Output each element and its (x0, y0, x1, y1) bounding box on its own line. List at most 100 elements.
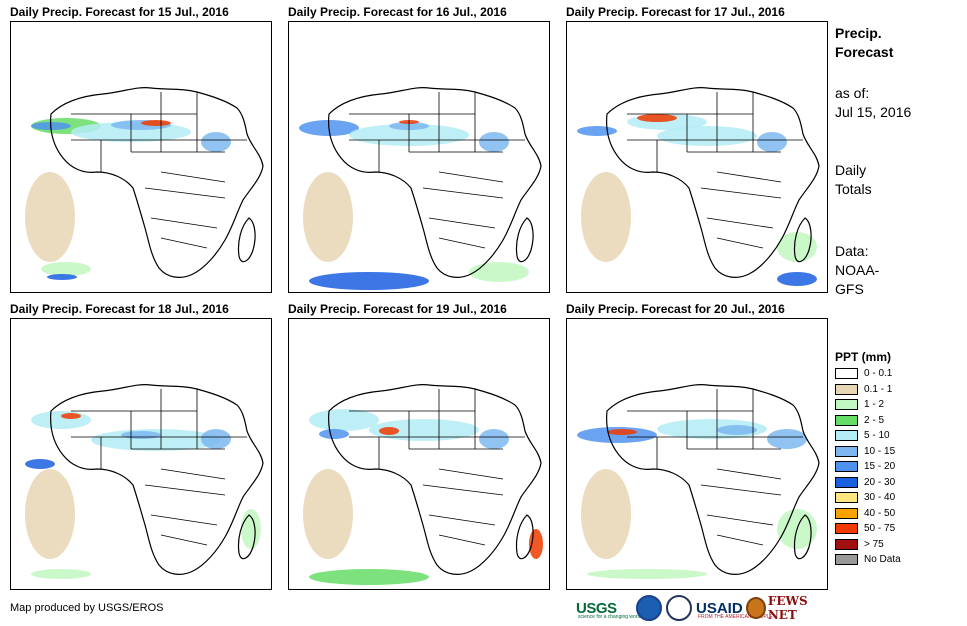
panel-title: Daily Precip. Forecast for 20 Jul., 2016 (566, 302, 785, 316)
legend-swatch (835, 523, 858, 535)
africa-map-svg (577, 384, 820, 579)
precip-map (288, 318, 550, 590)
country-border (160, 534, 208, 546)
precip-patch (379, 427, 399, 435)
legend-label: 15 - 20 (864, 461, 896, 473)
precip-patch (319, 429, 349, 439)
legend-item: 50 - 75 (835, 521, 955, 537)
madagascar-coastline (515, 514, 534, 560)
fews-wordmark: FEWS NET (767, 594, 808, 622)
precip-patch (577, 126, 617, 136)
precip-patch (303, 172, 353, 262)
usgs-logo: USGS science for a changing world (576, 594, 641, 622)
madagascar-coastline (237, 514, 256, 560)
precip-patch (529, 529, 543, 559)
legend-label: No Data (864, 554, 901, 566)
legend-swatch (835, 507, 858, 519)
legend-item: 1 - 2 (835, 397, 955, 413)
usgs-wordmark: USGS (576, 599, 617, 617)
country-border (438, 171, 504, 183)
legend-label: 5 - 10 (864, 430, 890, 442)
usgs-tagline: science for a changing world (578, 614, 642, 620)
country-border (422, 484, 504, 496)
country-border (150, 217, 218, 229)
country-border (700, 187, 782, 199)
legend-item: > 75 (835, 537, 955, 553)
country-border (422, 187, 504, 199)
noaa-logo (636, 594, 662, 622)
precip-patch (469, 262, 529, 282)
legend-label: > 75 (864, 538, 884, 550)
legend-swatch (835, 492, 858, 504)
country-border (160, 237, 208, 249)
legend-item: 5 - 10 (835, 428, 955, 444)
legend-swatch (835, 430, 858, 442)
forecast-panel-4: Daily Precip. Forecast for 18 Jul., 2016 (10, 300, 272, 590)
legend-label: 10 - 15 (864, 445, 896, 457)
legend-swatch (835, 476, 858, 488)
africa-map-svg (25, 87, 264, 280)
precip-patch (581, 172, 631, 262)
seal-logo (666, 594, 692, 622)
precip-patch (309, 409, 379, 431)
africa-map-svg (299, 87, 542, 290)
precip-patch (581, 469, 631, 559)
legend-label: 50 - 75 (864, 523, 896, 535)
precip-patch (577, 427, 657, 443)
precip-patch (121, 431, 161, 439)
precip-map (10, 21, 272, 293)
country-border (438, 468, 504, 480)
country-border (706, 217, 774, 229)
precip-patch (479, 132, 509, 152)
sidebar-title-line: Forecast (835, 44, 894, 60)
precip-map (288, 21, 550, 293)
precip-patch (369, 419, 479, 441)
credit-text: Map produced by USGS/EROS (10, 602, 164, 614)
africa-map-svg (303, 384, 543, 585)
country-border (160, 171, 226, 183)
forecast-panel-6: Daily Precip. Forecast for 20 Jul., 2016 (566, 300, 828, 590)
logo-strip: USGS science for a changing world USAID … (576, 594, 832, 622)
legend-label: 0.1 - 1 (864, 383, 893, 395)
legend-swatch (835, 368, 858, 380)
usaid-logo: USAID FROM THE AMERICAN PEOPLE (696, 594, 773, 622)
country-border (716, 171, 782, 183)
noaa-seal-icon (636, 595, 662, 621)
precip-patch (479, 429, 509, 449)
country-border (144, 187, 226, 199)
africa-map-svg (577, 87, 820, 286)
africa-coastline (328, 384, 542, 575)
country-border (160, 468, 226, 480)
precip-map (10, 318, 272, 590)
seal-icon (666, 595, 692, 621)
precip-patch (241, 509, 261, 549)
country-border (716, 468, 782, 480)
africa-coastline (606, 384, 820, 575)
madagascar-coastline (515, 217, 534, 263)
as-of-date: Jul 15, 2016 (835, 104, 912, 120)
africa-coastline (50, 384, 264, 575)
precip-patch (309, 272, 429, 290)
panel-title: Daily Precip. Forecast for 19 Jul., 2016 (288, 302, 507, 316)
forecast-panel-1: Daily Precip. Forecast for 15 Jul., 2016 (10, 3, 272, 293)
country-border (438, 534, 486, 546)
panel-title: Daily Precip. Forecast for 16 Jul., 2016 (288, 5, 507, 19)
madagascar-coastline (793, 217, 812, 263)
fews-net-logo: FEWS NET (746, 594, 832, 622)
precip-patch (757, 132, 787, 152)
sidebar-title-line: Precip. (835, 25, 882, 41)
country-border (428, 514, 496, 526)
precip-map (566, 318, 828, 590)
precip-patch (31, 411, 91, 429)
precip-patch (31, 569, 91, 579)
legend-label: 20 - 30 (864, 476, 896, 488)
madagascar-coastline (237, 217, 256, 263)
data-source-line: GFS (835, 281, 864, 297)
forecast-panel-3: Daily Precip. Forecast for 17 Jul., 2016 (566, 3, 828, 293)
country-border (438, 237, 486, 249)
country-border (150, 514, 218, 526)
precip-patch (25, 469, 75, 559)
legend-label: 2 - 5 (864, 414, 885, 426)
forecast-panel-2: Daily Precip. Forecast for 16 Jul., 2016 (288, 3, 550, 293)
legend-item: 10 - 15 (835, 444, 955, 460)
